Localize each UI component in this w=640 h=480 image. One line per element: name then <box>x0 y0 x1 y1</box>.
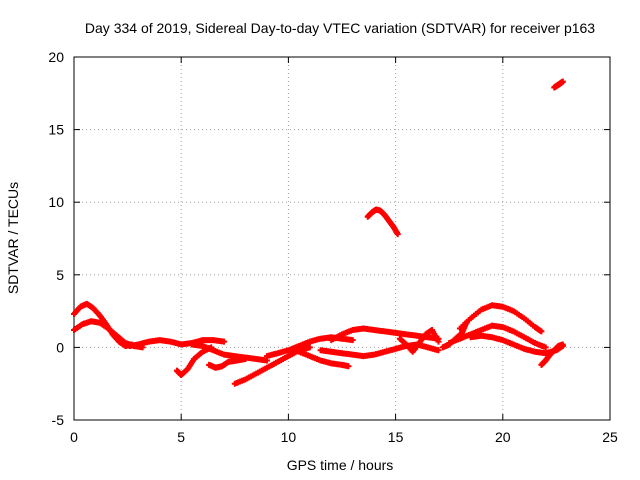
data-point <box>242 356 249 363</box>
data-point <box>538 328 545 335</box>
x-tick-label: 15 <box>388 429 404 445</box>
series-dip-near-7h <box>206 356 249 371</box>
data-point <box>435 338 442 345</box>
series-mid-band-9-to-13h <box>263 334 356 360</box>
series-mid-evening-band <box>446 322 549 351</box>
data-point <box>306 344 313 351</box>
x-tick-label: 10 <box>281 429 297 445</box>
data-point <box>345 363 352 370</box>
plot-area-border <box>73 56 611 421</box>
chart-title: Day 334 of 2019, Sidereal Day-to-day VTE… <box>85 20 595 36</box>
grid <box>74 57 610 420</box>
y-tick-label: 20 <box>48 49 64 65</box>
y-tick-label: 15 <box>48 122 64 138</box>
y-axis: -5 0 5 10 15 20 <box>48 49 610 428</box>
series-dip-near-22h <box>538 341 566 368</box>
x-tick-label: 20 <box>495 429 511 445</box>
series-high-arc-14h <box>364 206 401 238</box>
x-axis-title: GPS time / hours <box>287 457 394 473</box>
data-point <box>394 231 401 238</box>
series-low-arc-7-to-11h <box>231 344 313 387</box>
y-axis-title: SDTVAR / TECUs <box>5 182 21 294</box>
data-point <box>542 344 549 351</box>
y-tick-label: -5 <box>52 412 65 428</box>
series-descending-arc-11-to-13h <box>296 348 352 370</box>
y-tick-label: 0 <box>56 339 64 355</box>
x-tick-label: 5 <box>177 429 185 445</box>
series-band-6-to-9h <box>188 341 270 364</box>
series-high-point-22.5h <box>551 78 566 91</box>
y-tick-label: 10 <box>48 194 64 210</box>
x-tick-label: 0 <box>70 429 78 445</box>
series-lower-band-12-to-17h <box>317 341 442 360</box>
data-point <box>559 78 566 85</box>
data-points <box>71 78 566 387</box>
data-point <box>435 347 442 354</box>
data-point <box>221 338 228 345</box>
x-tick-label: 25 <box>602 429 618 445</box>
x-axis: 0 5 10 15 20 25 <box>70 57 618 445</box>
series-cluster-15-to-17h <box>396 326 442 355</box>
y-tick-label: 5 <box>56 267 64 283</box>
data-point <box>559 341 566 348</box>
data-point <box>349 337 356 344</box>
plot-frame <box>73 56 611 421</box>
series-upper-evening-arc <box>456 302 545 335</box>
